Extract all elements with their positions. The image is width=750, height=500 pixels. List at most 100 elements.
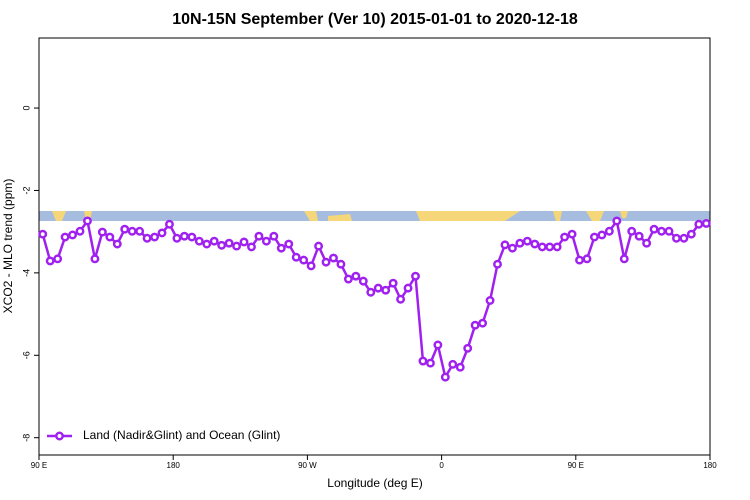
plot-frame — [38, 37, 711, 456]
point — [217, 240, 227, 250]
surface-band — [39, 211, 710, 221]
point — [463, 343, 473, 353]
point — [418, 356, 428, 366]
point — [493, 259, 502, 269]
point — [261, 236, 271, 246]
point — [105, 232, 115, 242]
point — [679, 233, 689, 243]
x-axis-label: Longitude (deg E) — [327, 476, 422, 490]
legend-label: Land (Nadir&Glint) and Ocean (Glint) — [83, 428, 280, 442]
ocean-band — [39, 211, 710, 221]
point — [515, 238, 525, 248]
point — [232, 241, 242, 251]
x-tick-label: 90 E — [568, 461, 584, 470]
point — [321, 257, 331, 267]
y-axis-label: XCO2 - MLO trend (ppm) — [1, 179, 15, 314]
land-patch — [553, 211, 562, 221]
point — [619, 254, 629, 264]
point — [336, 259, 346, 269]
point — [657, 226, 666, 236]
point — [575, 255, 584, 265]
point — [127, 226, 137, 236]
point — [269, 231, 279, 241]
land-patch — [52, 211, 66, 221]
point — [45, 256, 55, 266]
point — [314, 241, 324, 251]
point — [649, 224, 659, 234]
point — [582, 254, 592, 264]
point — [507, 243, 517, 253]
point — [254, 231, 264, 241]
point — [172, 233, 182, 243]
point — [209, 236, 219, 246]
land-patch — [620, 211, 628, 218]
point — [672, 233, 681, 243]
point — [388, 278, 398, 288]
point — [90, 254, 100, 264]
point — [75, 226, 85, 236]
point — [120, 224, 130, 234]
y-tick-label: -6 — [21, 351, 31, 359]
point — [224, 238, 234, 248]
point — [500, 240, 510, 250]
point — [537, 242, 547, 252]
point — [38, 229, 48, 239]
point — [552, 242, 562, 252]
point — [448, 359, 458, 369]
point — [202, 239, 212, 249]
point — [157, 228, 167, 238]
point — [68, 230, 78, 240]
point — [545, 242, 555, 252]
point — [239, 237, 249, 247]
x-tick-label: 180 — [167, 461, 181, 470]
point — [642, 238, 652, 248]
point — [343, 274, 353, 284]
x-tick-label: 180 — [703, 461, 717, 470]
point — [329, 253, 338, 263]
point — [351, 271, 361, 281]
legend-marker — [55, 431, 64, 441]
point — [403, 283, 413, 293]
y-tick-label: -2 — [21, 186, 31, 194]
point — [470, 320, 480, 330]
point — [560, 232, 570, 242]
point — [612, 216, 622, 226]
point — [112, 239, 122, 249]
point — [396, 294, 406, 304]
point — [440, 372, 450, 382]
y-tick-label: -8 — [21, 434, 31, 442]
point — [425, 358, 435, 368]
point — [358, 276, 368, 286]
point — [366, 287, 376, 297]
point — [694, 219, 704, 229]
point — [381, 285, 391, 295]
point — [373, 283, 383, 293]
point — [83, 216, 92, 226]
point — [686, 229, 696, 239]
point — [299, 255, 309, 265]
point — [411, 271, 420, 281]
point — [150, 232, 160, 242]
x-tick-label: 90 E — [31, 461, 47, 470]
land-patch — [328, 214, 352, 221]
point — [142, 233, 152, 243]
y-tick-label: -4 — [21, 269, 31, 277]
point — [478, 318, 488, 328]
point — [179, 231, 189, 241]
point — [187, 232, 197, 242]
point — [604, 226, 614, 236]
point — [455, 362, 465, 372]
point — [194, 236, 204, 246]
point — [597, 230, 607, 240]
point — [485, 296, 495, 305]
point — [247, 242, 256, 252]
point — [60, 232, 70, 242]
point — [97, 227, 107, 237]
land-patch — [586, 211, 604, 221]
point — [701, 218, 711, 228]
land-patch — [416, 211, 520, 221]
point — [567, 229, 577, 239]
x-tick-label: 90 W — [298, 461, 317, 470]
